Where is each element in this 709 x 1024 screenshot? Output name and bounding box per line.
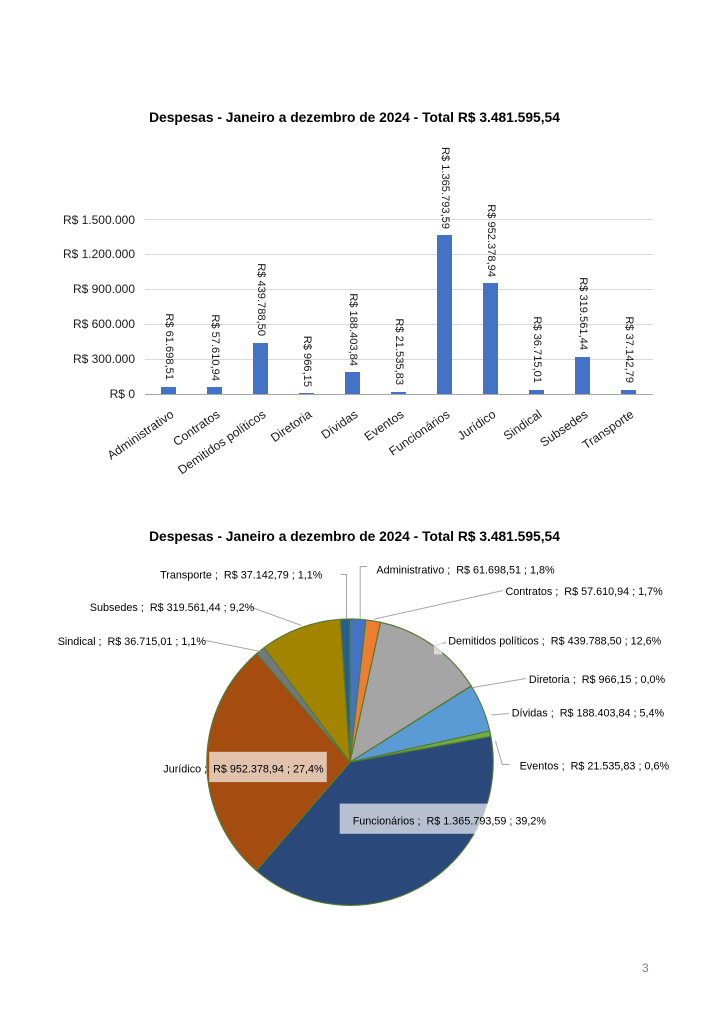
svg-text:Demitidos políticos ; R$ 439.: Demitidos políticos ; R$ 439.788,50 ; 12… — [448, 636, 661, 648]
svg-text:Funcionários ; R$ 1.365.793,5: Funcionários ; R$ 1.365.793,59 ; 39,2% — [353, 816, 547, 828]
svg-text:Jurídico ; R$ 952.378,94 ; 27: Jurídico ; R$ 952.378,94 ; 27,4% — [163, 763, 324, 775]
svg-text:Subsedes ; R$ 319.561,44 ; 9,: Subsedes ; R$ 319.561,44 ; 9,2% — [90, 602, 255, 614]
svg-text:Transporte ; R$ 37.142,79 ; 1: Transporte ; R$ 37.142,79 ; 1,1% — [160, 570, 323, 582]
svg-text:Diretoria ; R$ 966,15 ; 0,0%: Diretoria ; R$ 966,15 ; 0,0% — [529, 674, 666, 686]
svg-text:Contratos ; R$ 57.610,94 ; 1,: Contratos ; R$ 57.610,94 ; 1,7% — [506, 586, 664, 598]
svg-text:Sindical ; R$ 36.715,01 ; 1,1: Sindical ; R$ 36.715,01 ; 1,1% — [58, 636, 207, 648]
svg-text:Eventos ; R$ 21.535,83 ; 0,6%: Eventos ; R$ 21.535,83 ; 0,6% — [520, 761, 670, 773]
svg-text:Dívidas ; R$ 188.403,84 ; 5,4: Dívidas ; R$ 188.403,84 ; 5,4% — [512, 708, 665, 720]
svg-text:Administrativo ; R$ 61.698,51: Administrativo ; R$ 61.698,51 ; 1,8% — [376, 565, 555, 577]
